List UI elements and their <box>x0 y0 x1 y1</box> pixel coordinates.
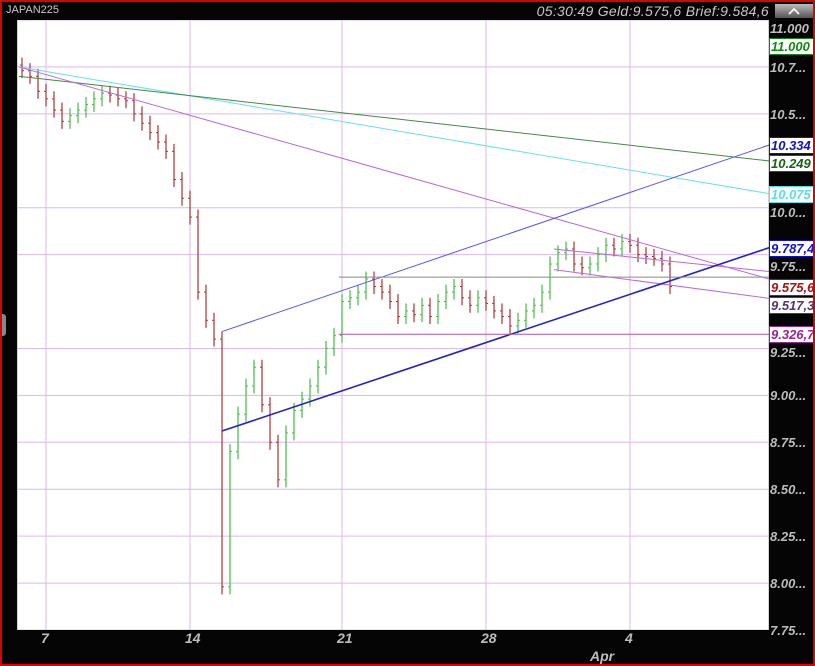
price-level-label: 10.075 <box>769 185 813 203</box>
price-level-label: 9.326,7 <box>769 326 813 344</box>
y-tick-label: 8.50... <box>770 482 807 498</box>
x-tick-label: 7 <box>41 630 49 646</box>
y-tick-label: 10.0... <box>770 204 807 220</box>
trend-line <box>18 66 769 195</box>
collapse-button[interactable] <box>775 4 813 18</box>
y-tick-label: 8.75... <box>770 435 807 451</box>
price-level-label: 9.575,6 <box>769 279 813 297</box>
y-tick-label: 11.000 <box>770 21 809 36</box>
x-tick-label: 28 <box>481 630 497 646</box>
price-level-label: 9.787,4 <box>769 239 813 257</box>
month-label: Apr <box>590 648 615 664</box>
price-chart[interactable] <box>17 20 769 630</box>
y-tick-label: 8.25... <box>770 529 807 545</box>
trend-line <box>221 144 769 333</box>
trend-line <box>221 246 769 432</box>
chevron-up-icon <box>788 7 800 15</box>
side-panel-handle[interactable] <box>2 314 6 336</box>
x-tick-label: 14 <box>185 630 201 646</box>
y-tick-label: 9.25... <box>770 345 807 361</box>
y-tick-label: 9.00... <box>770 388 807 404</box>
plot-background <box>17 20 769 630</box>
symbol-title: JAPAN225 <box>6 4 59 16</box>
trend-line <box>18 66 769 280</box>
y-tick-label: 7.75... <box>770 623 807 638</box>
price-level-label: 11.000 <box>769 38 813 55</box>
trend-line <box>18 75 769 162</box>
quote-readout: 05:30:49 Geld:9.575,6 Brief:9.584,6 <box>536 3 769 19</box>
y-tick-label: 8.00... <box>770 576 807 592</box>
x-tick-label: 4 <box>625 630 633 646</box>
price-level-label: 10.249 <box>769 155 813 172</box>
y-tick-label: 10.7... <box>770 59 807 75</box>
x-tick-label: 21 <box>337 630 353 646</box>
trend-line <box>553 248 769 272</box>
y-tick-label: 9.75... <box>770 258 807 274</box>
price-level-label: 9.517,3 <box>769 297 813 315</box>
price-level-label: 10.334 <box>769 137 813 154</box>
y-tick-label: 10.5... <box>770 106 807 122</box>
